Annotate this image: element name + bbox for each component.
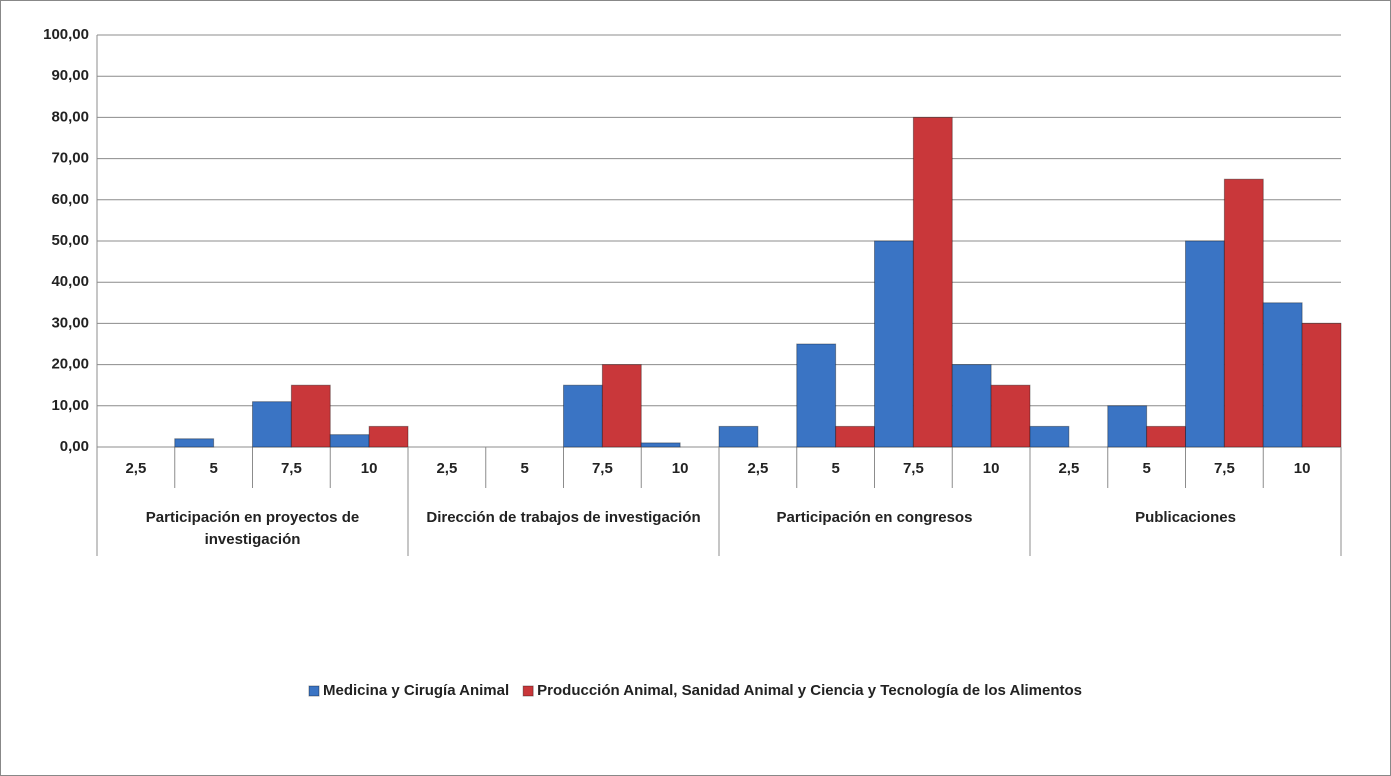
y-tick-label: 0,00 xyxy=(60,438,89,455)
x-tick-label: 5 xyxy=(520,460,528,477)
y-tick-label: 20,00 xyxy=(51,356,89,373)
bar xyxy=(874,240,914,448)
legend-label: Producción Animal, Sanidad Animal y Cien… xyxy=(537,682,1082,699)
y-tick-label: 90,00 xyxy=(51,67,89,84)
bar xyxy=(718,425,759,448)
bar xyxy=(640,442,681,448)
bar xyxy=(1301,322,1342,448)
group-label: Participación en congresos xyxy=(776,509,973,526)
y-tick-label: 30,00 xyxy=(51,314,89,331)
x-tick-label: 5 xyxy=(831,460,839,477)
bar xyxy=(329,434,370,448)
group-label: Dirección de trabajos de investigación xyxy=(426,509,701,526)
y-tick-label: 60,00 xyxy=(51,191,89,208)
bar xyxy=(951,364,992,448)
y-tick-label: 100,00 xyxy=(43,26,89,43)
bar xyxy=(912,116,953,448)
legend-swatch xyxy=(308,685,320,697)
bar xyxy=(368,425,409,448)
legend-swatch xyxy=(522,685,534,697)
bar xyxy=(990,384,1031,448)
bar xyxy=(1029,425,1070,448)
bar xyxy=(835,425,875,448)
bar xyxy=(1107,405,1148,448)
y-tick-label: 70,00 xyxy=(51,150,89,167)
bar xyxy=(1146,425,1186,448)
x-tick-label: 2,5 xyxy=(1058,460,1079,477)
bar xyxy=(601,364,642,448)
y-tick-label: 10,00 xyxy=(51,397,89,414)
x-tick-label: 5 xyxy=(1142,460,1150,477)
x-tick-label: 7,5 xyxy=(281,460,302,477)
bar xyxy=(1223,178,1264,448)
x-tick-label: 2,5 xyxy=(125,460,146,477)
bar xyxy=(796,343,837,448)
bar xyxy=(290,384,331,448)
x-tick-label: 5 xyxy=(209,460,217,477)
x-tick-label: 10 xyxy=(1294,460,1311,477)
x-tick-label: 7,5 xyxy=(1214,460,1235,477)
x-tick-label: 10 xyxy=(361,460,378,477)
bar xyxy=(252,401,292,448)
x-tick-label: 10 xyxy=(983,460,1000,477)
group-label: Participación en proyectos de investigac… xyxy=(145,509,360,548)
bar xyxy=(174,438,215,448)
x-tick-label: 2,5 xyxy=(747,460,768,477)
bar xyxy=(563,384,603,448)
y-tick-label: 40,00 xyxy=(51,273,89,290)
group-label: Publicaciones xyxy=(1135,509,1236,526)
y-tick-label: 80,00 xyxy=(51,108,89,125)
x-tick-label: 2,5 xyxy=(436,460,457,477)
x-tick-label: 7,5 xyxy=(903,460,924,477)
y-tick-label: 50,00 xyxy=(51,232,89,249)
bar xyxy=(1262,302,1303,448)
x-tick-label: 10 xyxy=(672,460,689,477)
bar xyxy=(1185,240,1225,448)
legend-label: Medicina y Cirugía Animal xyxy=(323,682,509,699)
x-tick-label: 7,5 xyxy=(592,460,613,477)
